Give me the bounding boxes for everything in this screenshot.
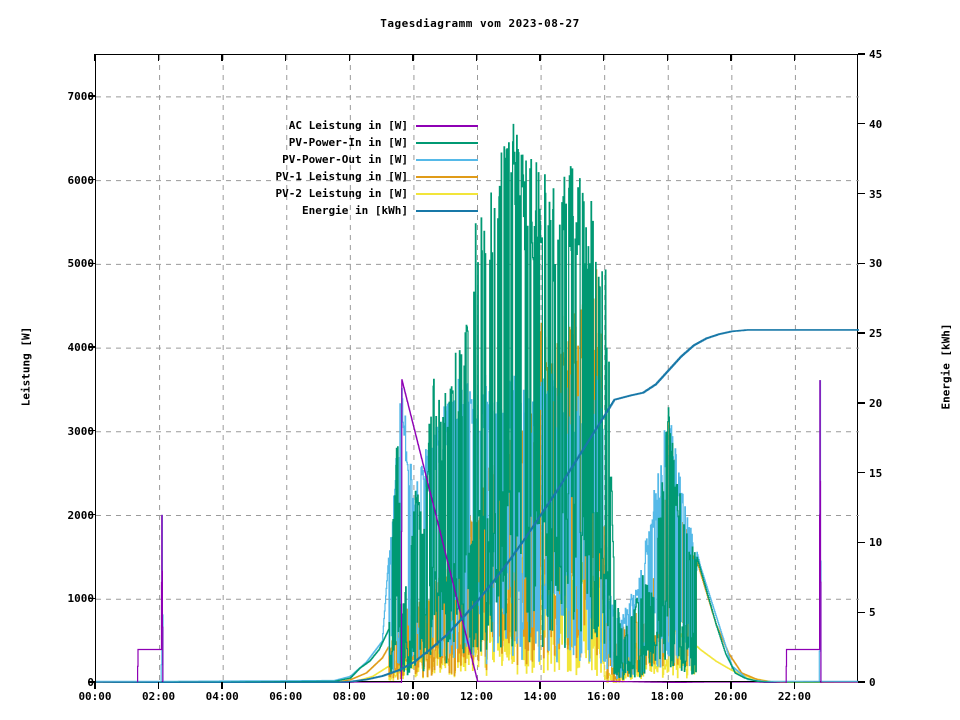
y-axis-right-tick-label: 10 bbox=[869, 536, 883, 550]
page-title: Tagesdiagramm vom 2023-08-27 bbox=[380, 17, 580, 30]
legend-item-pv-power-in: PV-Power-In in [W] bbox=[193, 134, 483, 151]
legend-swatch-pv2 bbox=[416, 192, 478, 195]
y-axis-left-label: Leistung [W] bbox=[19, 326, 33, 407]
x-axis-top-tick-mark bbox=[602, 54, 605, 61]
y-axis-right-tick-label: 45 bbox=[869, 48, 883, 61]
legend-item-energie: Energie in [kWh] bbox=[193, 202, 483, 219]
legend-swatch-pv1 bbox=[416, 175, 478, 178]
x-axis-tick-label: 06:00 bbox=[269, 690, 303, 703]
series-ac bbox=[96, 379, 859, 683]
x-axis-tick-label: 20:00 bbox=[714, 690, 748, 703]
plot-area: AC Leistung in [W] PV-Power-In in [W] PV… bbox=[95, 54, 859, 683]
y-axis-left-tick-mark bbox=[88, 262, 95, 265]
x-axis-tick-mark bbox=[666, 682, 668, 689]
x-axis-tick-label: 16:00 bbox=[587, 690, 621, 703]
x-axis-tick-mark bbox=[412, 682, 414, 689]
x-axis-tick-label: 14:00 bbox=[523, 690, 557, 703]
legend-label-pv1: PV-1 Leistung in [W] bbox=[275, 170, 408, 183]
y-axis-right-tick-mark bbox=[858, 681, 865, 683]
y-axis-right-tick-label: 40 bbox=[869, 117, 883, 131]
y-axis-right-tick-mark bbox=[858, 262, 865, 265]
x-axis-tick-mark bbox=[793, 682, 796, 689]
legend-swatch-energie bbox=[416, 209, 478, 212]
legend-item-ac: AC Leistung in [W] bbox=[193, 117, 483, 134]
y-axis-left-tick-label: 6000 bbox=[67, 173, 95, 187]
legend: AC Leistung in [W] PV-Power-In in [W] PV… bbox=[193, 111, 483, 223]
y-axis-left-tick-mark bbox=[88, 346, 95, 348]
y-axis-right-tick-mark bbox=[858, 53, 865, 55]
x-axis-tick-label: 02:00 bbox=[142, 690, 176, 703]
x-axis-tick-mark bbox=[221, 682, 223, 689]
y-axis-right-tick-label: 20 bbox=[869, 396, 883, 410]
x-axis-tick-mark bbox=[94, 682, 96, 689]
legend-swatch-pv-power-out bbox=[416, 158, 478, 161]
y-axis-left-tick-mark bbox=[88, 513, 95, 516]
x-axis-top-tick-mark bbox=[666, 54, 668, 61]
y-axis-left-tick-mark bbox=[88, 681, 95, 683]
x-axis-tick-mark bbox=[348, 682, 351, 689]
x-axis-top-tick-mark bbox=[475, 54, 478, 61]
x-axis-tick-label: 04:00 bbox=[205, 690, 239, 703]
x-axis-top-tick-mark bbox=[157, 54, 160, 61]
y-axis-right-label: Energie [kWh] bbox=[939, 323, 953, 410]
legend-item-pv-power-out: PV-Power-Out in [W] bbox=[193, 151, 483, 168]
x-axis-top-tick-mark bbox=[412, 54, 414, 61]
y-axis-right-tick-label: 25 bbox=[869, 327, 883, 341]
x-axis-top-tick-mark bbox=[94, 54, 96, 61]
x-axis-tick-mark bbox=[285, 682, 287, 689]
x-axis-tick-mark bbox=[730, 682, 732, 689]
y-axis-left-tick-label: 1000 bbox=[67, 592, 95, 606]
y-axis-left-tick-label: 5000 bbox=[67, 257, 95, 271]
x-axis-tick-label: 00:00 bbox=[78, 690, 112, 703]
legend-swatch-ac bbox=[416, 124, 478, 127]
y-axis-left-tick-label: 3000 bbox=[67, 424, 95, 438]
y-axis-left-tick-mark bbox=[88, 178, 95, 181]
y-axis-right-tick-mark bbox=[858, 471, 865, 474]
y-axis-right-tick-mark bbox=[858, 123, 865, 125]
x-axis-tick-label: 08:00 bbox=[332, 690, 366, 703]
y-axis-right-tick-mark bbox=[858, 402, 865, 404]
x-axis-tick-label: 10:00 bbox=[396, 690, 430, 703]
y-axis-left-tick-mark bbox=[88, 597, 95, 599]
y-axis-left-tick-label: 0 bbox=[34, 676, 94, 689]
y-axis-right-tick-label: 35 bbox=[869, 187, 883, 201]
x-axis-tick-mark bbox=[475, 682, 478, 689]
x-axis-tick-label: 18:00 bbox=[650, 690, 684, 703]
x-axis-tick-mark bbox=[157, 682, 160, 689]
x-axis-tick-mark bbox=[602, 682, 605, 689]
legend-label-pv2: PV-2 Leistung in [W] bbox=[275, 187, 408, 200]
x-axis-top-tick-mark bbox=[221, 54, 223, 61]
y-axis-right-tick-label: 30 bbox=[869, 257, 883, 271]
x-axis-top-tick-mark bbox=[730, 54, 732, 61]
legend-item-pv1: PV-1 Leistung in [W] bbox=[193, 168, 483, 185]
legend-label-pv-power-out: PV-Power-Out in [W] bbox=[282, 153, 408, 166]
y-axis-right-tick-label: 0 bbox=[869, 676, 876, 689]
x-axis-tick-label: 12:00 bbox=[459, 690, 494, 703]
y-axis-left-tick-label: 7000 bbox=[67, 89, 95, 103]
y-axis-right-tick-mark bbox=[858, 332, 865, 334]
x-axis-tick-label: 22:00 bbox=[777, 690, 811, 703]
x-axis-top-tick-mark bbox=[793, 54, 796, 61]
series-pv_in bbox=[96, 123, 859, 683]
y-axis-right-tick-label: 5 bbox=[869, 606, 876, 620]
x-axis-top-tick-mark bbox=[285, 54, 287, 61]
x-axis-top-tick-mark bbox=[348, 54, 351, 61]
y-axis-right-tick-mark bbox=[858, 192, 865, 195]
x-axis-tick-mark bbox=[539, 682, 541, 689]
x-axis-top-tick-mark bbox=[539, 54, 541, 61]
y-axis-right-tick-mark bbox=[858, 611, 865, 613]
legend-swatch-pv-power-in bbox=[416, 141, 478, 144]
y-axis-right-tick-mark bbox=[858, 541, 865, 544]
y-axis-left-tick-label: 4000 bbox=[67, 341, 95, 355]
legend-label-ac: AC Leistung in [W] bbox=[288, 119, 408, 132]
legend-label-energie: Energie in [kWh] bbox=[302, 204, 408, 217]
y-axis-left-tick-label: 2000 bbox=[67, 508, 95, 522]
y-axis-left-tick-mark bbox=[88, 95, 95, 97]
legend-label-pv-power-in: PV-Power-In in [W] bbox=[288, 136, 408, 149]
legend-item-pv2: PV-2 Leistung in [W] bbox=[193, 185, 483, 202]
y-axis-right-tick-label: 15 bbox=[869, 466, 883, 480]
y-axis-left-tick-mark bbox=[88, 430, 95, 432]
